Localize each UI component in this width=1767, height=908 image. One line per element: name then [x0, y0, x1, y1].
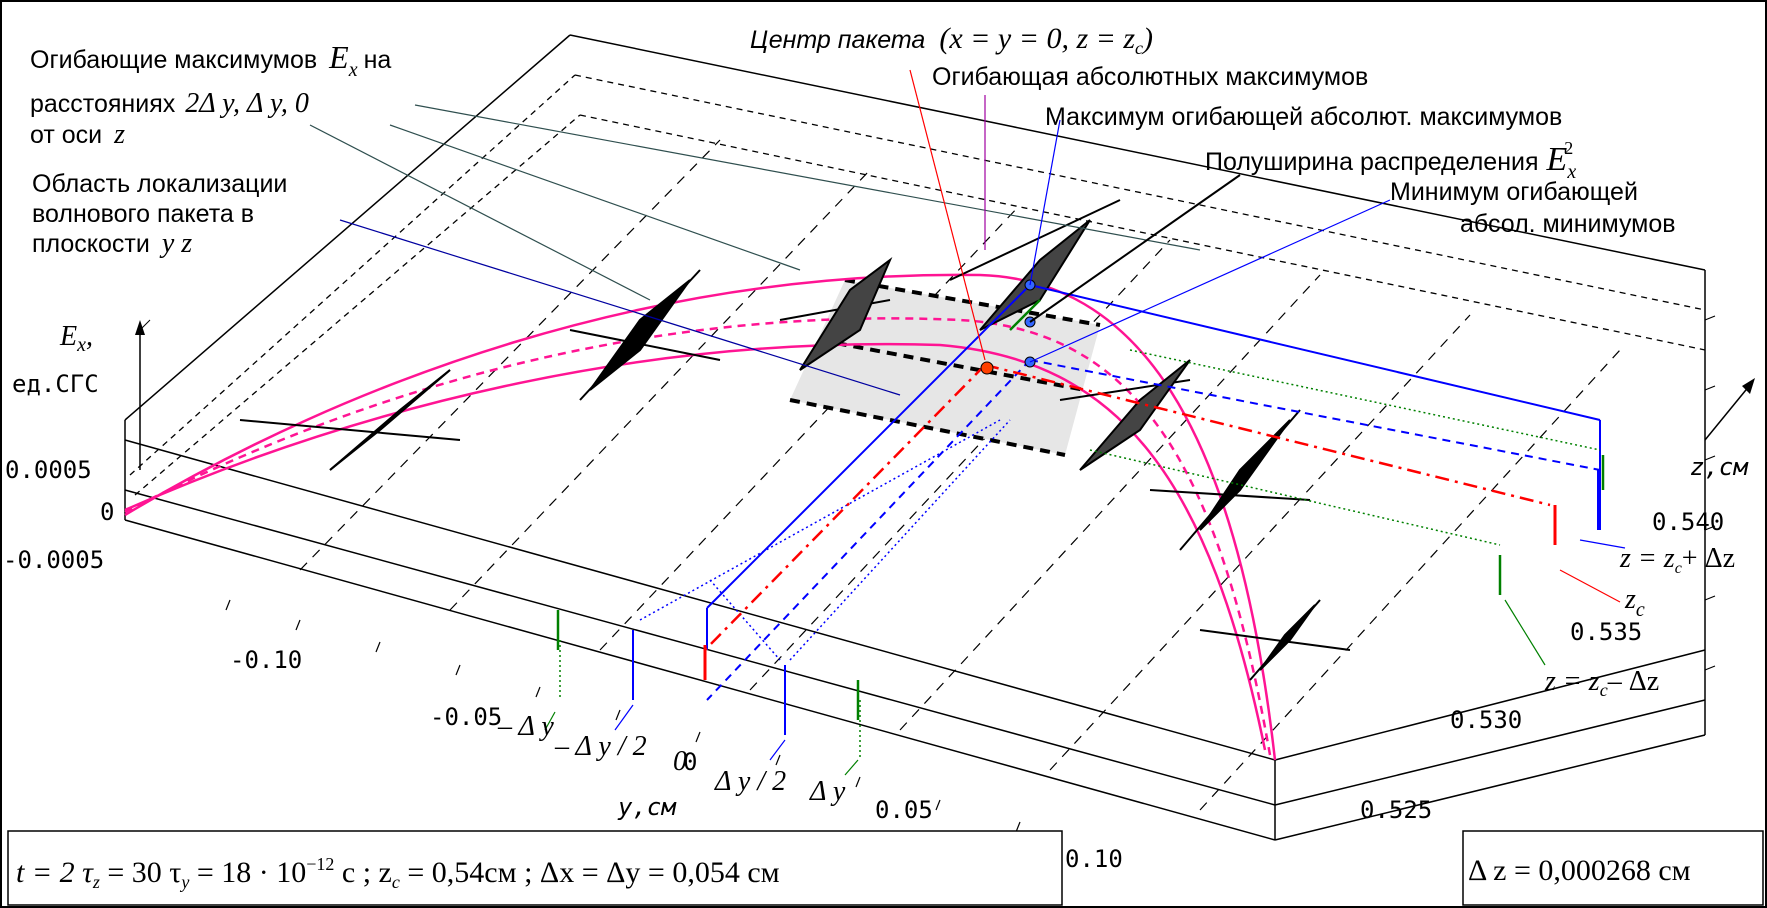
- z-marker-plus: z = zc+ Δz: [1619, 543, 1735, 577]
- leader-lines: [309, 69, 1391, 396]
- envelope-maxima-axis: от оси z: [30, 119, 125, 150]
- packet-center-dot: [980, 361, 994, 375]
- z-axis-label: z,см: [1690, 453, 1749, 481]
- localization-region: [790, 280, 1100, 455]
- red-center-line: [704, 363, 1551, 651]
- params-text: t = 2 τz = 30 τy = 18 · 10−12 с ; zc = 0…: [16, 854, 780, 892]
- z-axis-ticks: [1704, 315, 1716, 671]
- localization-region-border: [789, 278, 1101, 457]
- packet-cross-sections: [239, 199, 1351, 681]
- y-marker-minus-dy: – Δ y: [497, 711, 554, 742]
- y-tick-1: -0.05: [430, 703, 502, 731]
- abs-max-envelope-label: Огибающая абсолютных максимумов: [932, 63, 1368, 91]
- ex-axis-units: ед.СГС: [12, 370, 99, 398]
- blue-markers: [632, 470, 1599, 735]
- ex-axis: [135, 319, 151, 470]
- y-axis-ticks: [225, 599, 1021, 833]
- y-tick-2: 0: [683, 748, 697, 776]
- half-width-label: Полуширина распределения Ex2: [1205, 138, 1576, 183]
- green-dotted: [559, 349, 1601, 760]
- ex-axis-label: Ex,: [59, 321, 93, 356]
- y-marker-half-dy: Δ y / 2: [714, 766, 786, 797]
- z-marker-minus: z = zc– Δz: [1544, 666, 1659, 700]
- dz-text: Δ z = 0,000268 см: [1468, 854, 1691, 887]
- dz-box: [1462, 830, 1764, 906]
- y-marker-dy: Δ y: [809, 776, 846, 807]
- z-marker-leaders: [1504, 539, 1626, 666]
- z-marker-center: zc: [1624, 584, 1645, 621]
- min-envelope-line1: Минимум огибающей: [1390, 178, 1638, 206]
- blue-dotted: [639, 419, 1011, 661]
- y-axis-label: y,см: [617, 793, 677, 821]
- packet-center-label: Центр пакета (x = y = 0, z = zc): [750, 22, 1153, 58]
- z-axis-arrow: [1704, 384, 1751, 441]
- blue-dashed: [706, 359, 1601, 701]
- envelope-maxima-distances: расстояниях 2Δ y, Δ y, 0: [30, 88, 309, 119]
- blue-lines: [706, 284, 1601, 650]
- z-tick-2: 0.530: [1450, 706, 1522, 734]
- ex-tick-2: -0.0005: [3, 546, 104, 574]
- green-markers: [556, 299, 1605, 720]
- min-envelope-line2: абсол. минимумов: [1460, 210, 1676, 238]
- ex-tick-1: 0: [100, 498, 114, 526]
- y-tick-4: 0.10: [1065, 845, 1123, 873]
- z-tick-0: 0.540: [1652, 508, 1724, 536]
- y-tick-3: 0.05: [875, 796, 933, 824]
- box-frame: [124, 34, 1706, 841]
- localization-line1: Область локализации: [32, 170, 287, 198]
- params-box: [7, 830, 1063, 906]
- dashed-top-lines: [129, 74, 1706, 496]
- y-tick-0: -0.10: [230, 646, 302, 674]
- y-marker-leaders: [544, 704, 859, 776]
- envelope-maxima-label: Огибающие максимумов Ex на: [30, 39, 391, 81]
- z-tick-3: 0.525: [1360, 796, 1432, 824]
- y-marker-minus-half-dy: – Δ y / 2: [554, 731, 647, 762]
- y-marker-zero: 0: [673, 746, 687, 777]
- localization-line3: плоскости y z: [32, 228, 192, 259]
- z-axis-arrowhead: [1742, 378, 1755, 394]
- localization-line2: волнового пакета в: [32, 200, 254, 228]
- z-tick-1: 0.535: [1570, 618, 1642, 646]
- abs-max-envelope-peak-label: Максимум огибающей абсолют. максимумов: [1045, 103, 1562, 131]
- red-markers: [703, 505, 1557, 680]
- ex-tick-0: 0.0005: [5, 456, 92, 484]
